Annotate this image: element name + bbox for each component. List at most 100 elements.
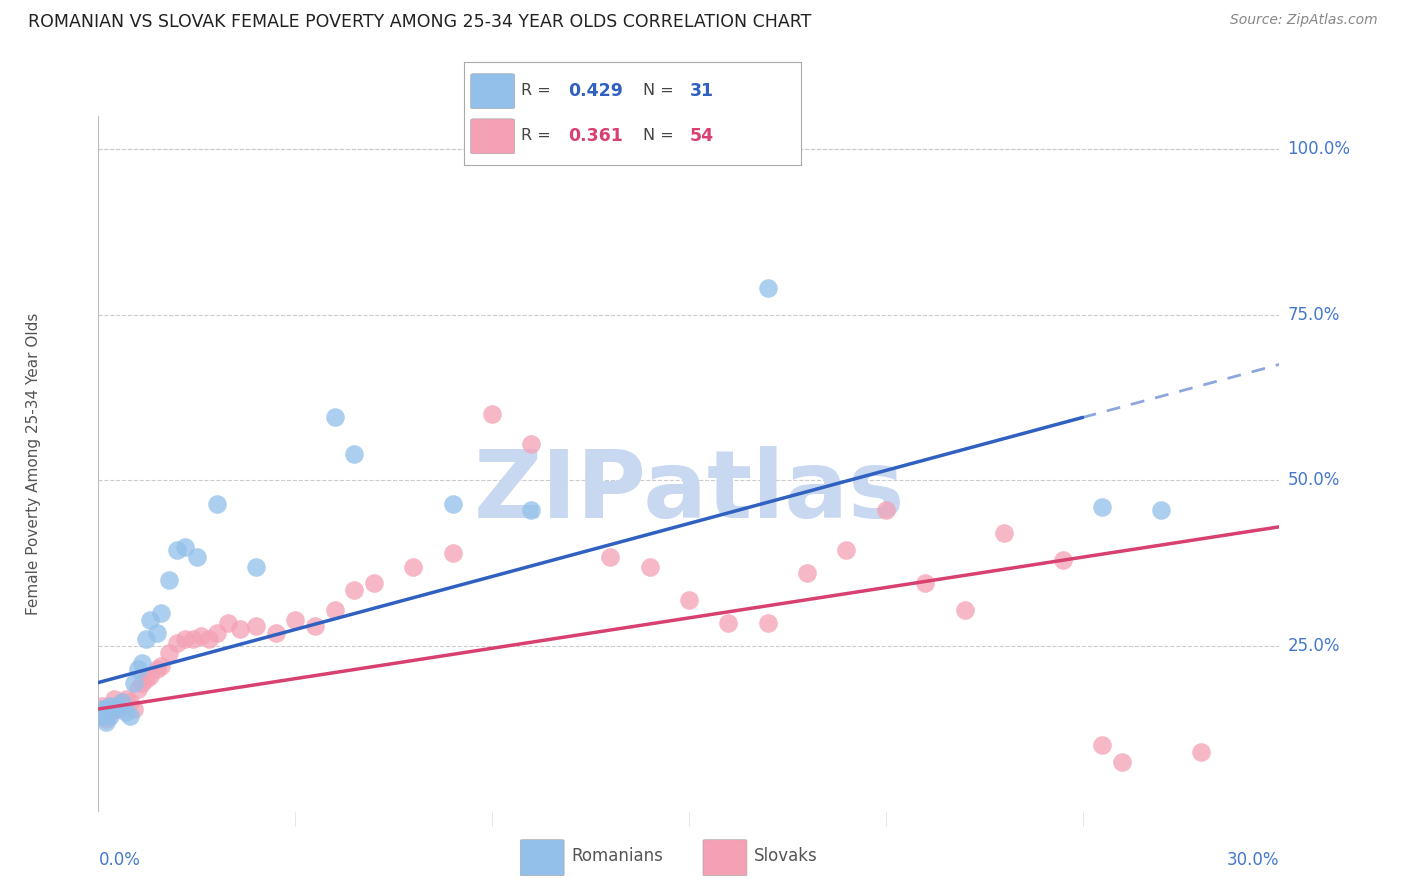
Point [264, 625, 287, 640]
Point [717, 615, 740, 630]
Point [118, 695, 141, 709]
Point [127, 682, 149, 697]
Point [441, 497, 464, 511]
Point [146, 625, 169, 640]
Text: N =: N = [643, 83, 679, 98]
Point [138, 669, 160, 683]
Point [638, 559, 661, 574]
Point [323, 410, 346, 425]
Text: 54: 54 [690, 127, 714, 145]
Point [122, 675, 145, 690]
Point [756, 281, 779, 295]
Point [166, 636, 188, 650]
FancyBboxPatch shape [471, 74, 515, 109]
Text: 50.0%: 50.0% [1288, 471, 1340, 490]
FancyBboxPatch shape [471, 119, 515, 153]
Text: 31: 31 [690, 82, 714, 100]
Point [197, 632, 219, 647]
Point [96, 702, 118, 716]
Point [111, 695, 134, 709]
Point [131, 656, 153, 670]
Point [481, 407, 503, 421]
Text: Romanians: Romanians [571, 847, 664, 865]
Point [599, 549, 621, 564]
Point [98, 698, 121, 713]
Point [217, 615, 239, 630]
Point [157, 646, 180, 660]
Point [914, 576, 936, 591]
Text: 0.429: 0.429 [568, 82, 623, 100]
Text: 0.0%: 0.0% [98, 852, 141, 870]
Point [205, 497, 228, 511]
Point [323, 602, 346, 616]
Point [131, 675, 153, 690]
Point [756, 615, 779, 630]
Point [520, 503, 543, 517]
Point [135, 672, 157, 686]
Text: ROMANIAN VS SLOVAK FEMALE POVERTY AMONG 25-34 YEAR OLDS CORRELATION CHART: ROMANIAN VS SLOVAK FEMALE POVERTY AMONG … [28, 13, 811, 31]
Point [1111, 755, 1133, 769]
Point [150, 606, 173, 620]
Point [835, 543, 858, 558]
Point [875, 503, 897, 517]
Point [174, 632, 197, 647]
Point [122, 702, 145, 716]
Point [186, 549, 208, 564]
Text: Female Poverty Among 25-34 Year Olds: Female Poverty Among 25-34 Year Olds [25, 313, 41, 615]
Point [98, 698, 121, 713]
Point [127, 662, 149, 676]
Point [402, 559, 425, 574]
Point [284, 613, 307, 627]
Point [245, 619, 267, 633]
Point [111, 695, 134, 709]
Point [174, 540, 197, 554]
Text: Source: ZipAtlas.com: Source: ZipAtlas.com [1230, 13, 1378, 28]
Point [135, 632, 157, 647]
Text: Slovaks: Slovaks [754, 847, 818, 865]
Point [304, 619, 326, 633]
Point [107, 702, 129, 716]
Text: 30.0%: 30.0% [1227, 852, 1279, 870]
Point [146, 662, 169, 676]
Text: ZIPatlas: ZIPatlas [474, 446, 904, 538]
Point [678, 592, 700, 607]
Point [205, 625, 228, 640]
Text: 75.0%: 75.0% [1288, 306, 1340, 324]
Point [96, 702, 118, 716]
Point [1091, 500, 1114, 514]
Text: 25.0%: 25.0% [1288, 637, 1340, 655]
Point [115, 692, 138, 706]
Text: R =: R = [522, 128, 557, 144]
Point [91, 708, 114, 723]
Point [363, 576, 385, 591]
Point [1189, 745, 1212, 759]
Text: R =: R = [522, 83, 557, 98]
Point [1052, 553, 1074, 567]
FancyBboxPatch shape [703, 839, 747, 876]
Point [91, 698, 114, 713]
Point [115, 706, 138, 720]
Point [343, 447, 366, 461]
Text: N =: N = [643, 128, 679, 144]
Point [520, 437, 543, 451]
Point [91, 708, 114, 723]
Point [166, 543, 188, 558]
Point [157, 573, 180, 587]
Point [98, 708, 121, 723]
Point [796, 566, 818, 581]
Point [103, 702, 125, 716]
Point [96, 715, 118, 730]
Point [229, 623, 252, 637]
Point [107, 698, 129, 713]
Point [98, 706, 121, 720]
Point [138, 613, 160, 627]
Point [96, 712, 118, 726]
Point [993, 526, 1015, 541]
Text: 100.0%: 100.0% [1288, 140, 1350, 158]
Point [953, 602, 976, 616]
Point [343, 582, 366, 597]
Point [245, 559, 267, 574]
Point [118, 708, 141, 723]
Point [103, 692, 125, 706]
FancyBboxPatch shape [520, 839, 564, 876]
